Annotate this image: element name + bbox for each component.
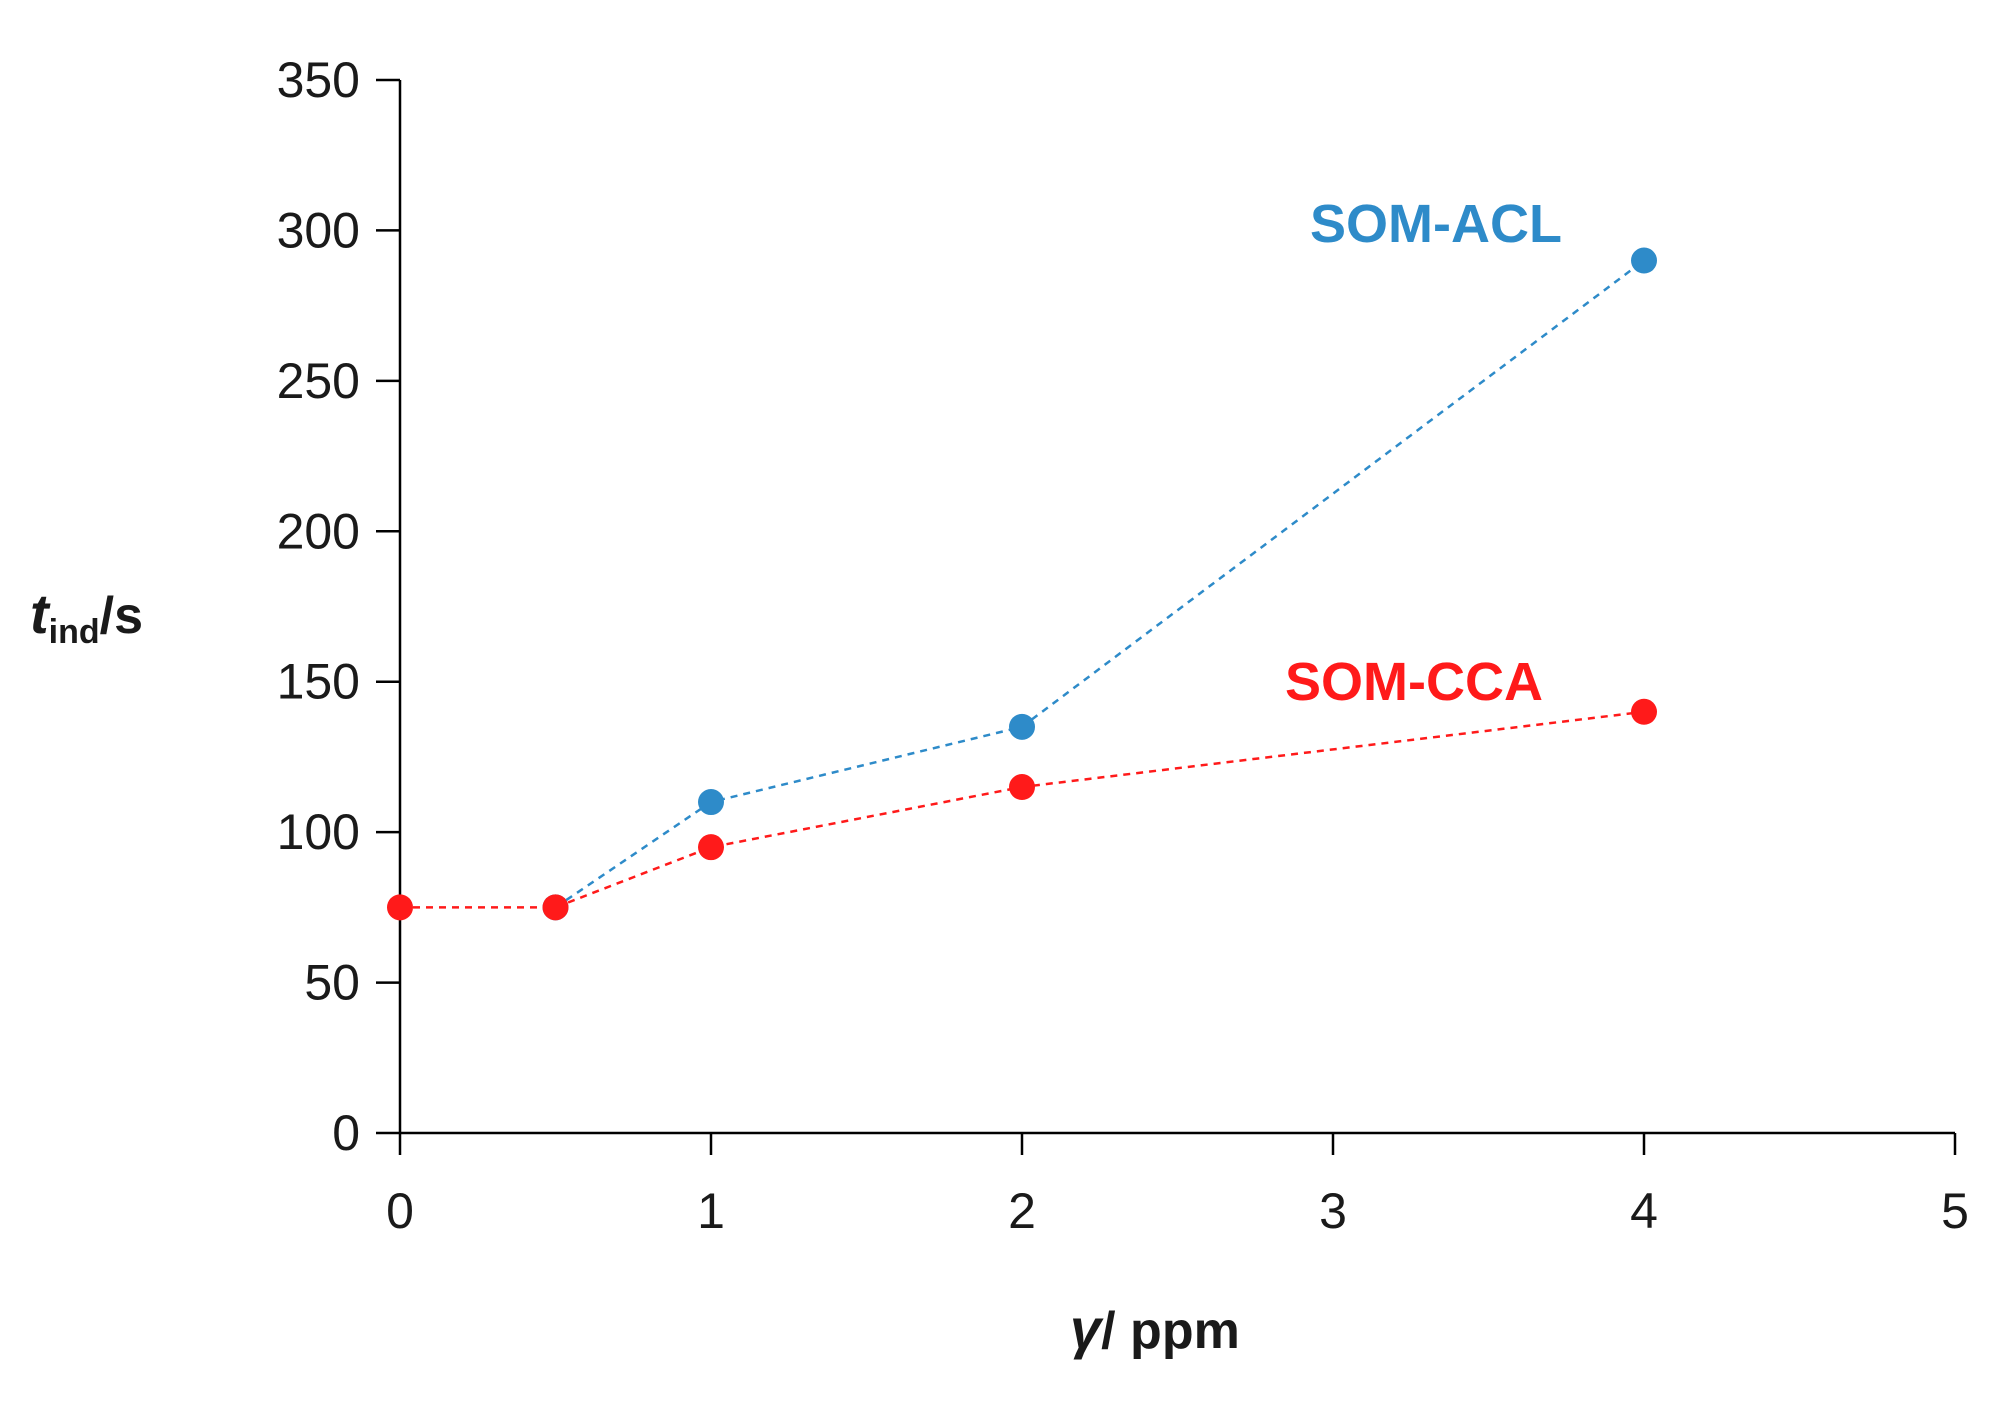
y-tick-label: 50 [304,955,360,1011]
x-ticks: 0 1 2 3 4 5 [386,1133,1969,1239]
x-axis-title: γ/ ppm [1070,1297,1240,1360]
series-points [387,247,1657,921]
data-point-som-cca [542,894,569,921]
x-tick-label: 0 [386,1183,414,1239]
series-label-som-cca: SOM-CCA [1285,652,1543,712]
y-axis-title: tind/s [30,582,143,651]
y-tick-label: 0 [332,1105,360,1161]
x-tick-label: 5 [1941,1183,1969,1239]
y-ticks: 0 50 100 150 200 250 300 350 [277,52,400,1161]
series-label-som-acl: SOM-ACL [1310,194,1562,254]
x-tick-label: 3 [1319,1183,1347,1239]
data-point-som-cca [387,894,413,921]
y-tick-label: 150 [277,654,360,710]
series-line-som-acl [554,259,1645,909]
y-axis-unit: /s [100,587,143,645]
x-axis-symbol: γ [1070,1297,1104,1360]
y-tick-label: 200 [277,503,360,559]
x-axis-unit: / ppm [1101,1302,1240,1360]
series-line-som-cca [400,710,1645,909]
y-axis-subscript: ind [49,613,100,651]
x-tick-label: 1 [697,1183,725,1239]
y-tick-label: 300 [277,202,360,258]
data-point-som-cca [698,834,724,861]
y-tick-label: 250 [277,353,360,409]
x-tick-label: 2 [1008,1183,1036,1239]
y-axis-symbol: t [30,582,51,645]
data-point-som-cca [1009,774,1035,801]
y-tick-label: 100 [277,804,360,860]
y-tick-label: 350 [277,52,360,108]
series-lines [400,259,1645,909]
series-labels: SOM-ACL SOM-CCA [1285,194,1562,712]
data-point-som-acl [1631,247,1657,274]
axes [398,80,1955,1135]
data-point-som-acl [1009,713,1035,740]
data-point-som-acl [698,789,724,816]
x-tick-label: 4 [1630,1183,1658,1239]
data-point-som-cca [1631,698,1657,725]
